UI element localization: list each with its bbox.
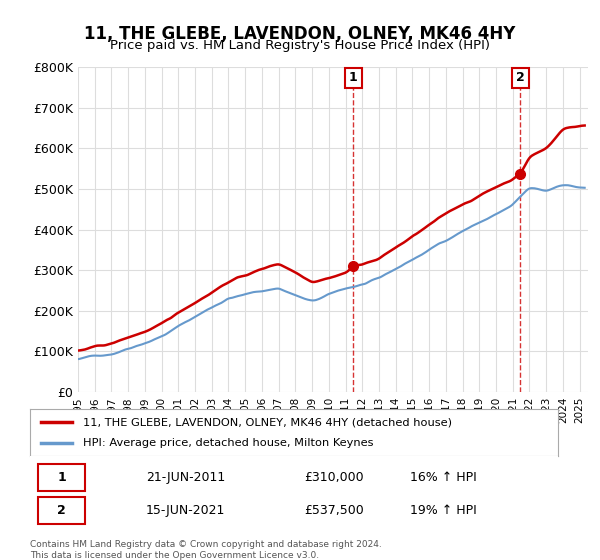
Text: HPI: Average price, detached house, Milton Keynes: HPI: Average price, detached house, Milt… bbox=[83, 438, 373, 448]
Text: 15-JUN-2021: 15-JUN-2021 bbox=[146, 505, 226, 517]
Text: 1: 1 bbox=[58, 471, 66, 484]
FancyBboxPatch shape bbox=[38, 464, 85, 491]
Text: 1: 1 bbox=[349, 71, 358, 84]
Text: 19% ↑ HPI: 19% ↑ HPI bbox=[410, 505, 477, 517]
Text: Price paid vs. HM Land Registry's House Price Index (HPI): Price paid vs. HM Land Registry's House … bbox=[110, 39, 490, 52]
FancyBboxPatch shape bbox=[38, 497, 85, 524]
Text: 2: 2 bbox=[58, 505, 66, 517]
Text: 2: 2 bbox=[516, 71, 525, 84]
Text: Contains HM Land Registry data © Crown copyright and database right 2024.
This d: Contains HM Land Registry data © Crown c… bbox=[30, 540, 382, 560]
Text: £310,000: £310,000 bbox=[305, 471, 364, 484]
Text: 21-JUN-2011: 21-JUN-2011 bbox=[146, 471, 226, 484]
Text: 11, THE GLEBE, LAVENDON, OLNEY, MK46 4HY: 11, THE GLEBE, LAVENDON, OLNEY, MK46 4HY bbox=[85, 25, 515, 43]
Text: £537,500: £537,500 bbox=[305, 505, 364, 517]
Text: 16% ↑ HPI: 16% ↑ HPI bbox=[410, 471, 477, 484]
Text: 11, THE GLEBE, LAVENDON, OLNEY, MK46 4HY (detached house): 11, THE GLEBE, LAVENDON, OLNEY, MK46 4HY… bbox=[83, 417, 452, 427]
